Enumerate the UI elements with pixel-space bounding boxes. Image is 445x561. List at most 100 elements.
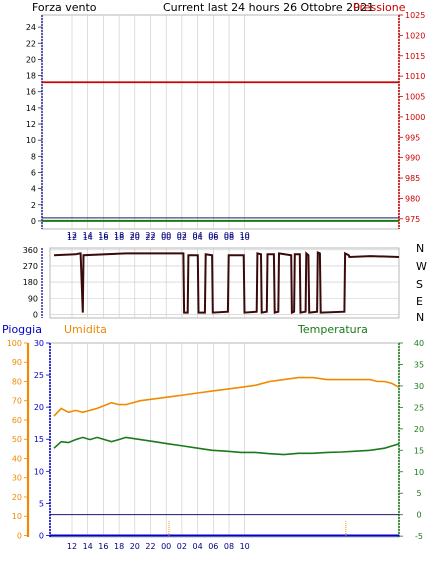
panel-1-left-tick: 8 (31, 152, 36, 161)
panel-3-x-tick: 00 (161, 542, 171, 551)
panel-2-x-tick: 10 (240, 233, 250, 242)
temperature-tick: 10 (414, 468, 424, 477)
humidity-tick: 0 (17, 531, 22, 540)
panel-1-x-tick: 14 (83, 231, 93, 240)
panel-1-left-tick: 14 (26, 104, 36, 113)
panel-2-left-tick: 360 (23, 246, 38, 255)
panel-1-frame (41, 14, 400, 230)
panel-1-x-tick: 00 (161, 231, 171, 240)
panel-2-left-tick: 0 (33, 310, 38, 319)
panel-3-x-tick: 06 (208, 542, 218, 551)
humidity-tick: 50 (12, 435, 22, 444)
panel-1-left-tick: 0 (31, 217, 36, 226)
panel-2-x-tick: 18 (114, 233, 124, 242)
panel-1-right-tick: 1010 (405, 72, 425, 81)
panel-2-x-tick: 00 (161, 233, 171, 242)
panel-3-x-tick: 08 (224, 542, 234, 551)
panel-1-x-tick: 08 (224, 231, 234, 240)
rain-tick: 10 (34, 467, 44, 476)
panel-3-x-tick: 14 (83, 542, 93, 551)
temperature-tick: 25 (414, 403, 424, 412)
humidity-tick: 100 (7, 339, 22, 348)
panel-2-x-tick: 12 (67, 233, 77, 242)
rain-tick: 30 (34, 339, 44, 348)
humidity-tick: 60 (12, 416, 22, 425)
panel-1-left-tick: 20 (26, 55, 36, 64)
panel-3-frame (49, 342, 400, 538)
panel-3-x-tick: 22 (145, 542, 155, 551)
panel-1-right-tick: 995 (405, 133, 420, 142)
panel-1-right-tick: 985 (405, 174, 420, 183)
temperature-line (53, 436, 400, 456)
panel-1-x-tick: 10 (240, 231, 250, 240)
temperature-tick: 20 (414, 425, 424, 434)
panel-1-left-tick: 16 (26, 88, 36, 97)
humidity-tick: 30 (12, 474, 22, 483)
temperature-tick: -5 (415, 532, 423, 541)
panel-1-right-tick: 1025 (405, 11, 425, 20)
panel-1-x-tick: 02 (177, 231, 187, 240)
temperature-tick: 0 (416, 511, 421, 520)
panel-1-left-tick: 18 (26, 72, 36, 81)
panel-1-left-tick: 22 (26, 39, 36, 48)
direction-label-w: W (416, 260, 427, 273)
panel-2-x-tick: 02 (177, 233, 187, 242)
panel-2-x-tick: 08 (224, 233, 234, 242)
panel-1-left-tick: 24 (26, 23, 36, 32)
panel-3-x-tick: 16 (98, 542, 108, 551)
panel-1-left-tick: 12 (26, 120, 36, 129)
panel-2-left-tick: 180 (23, 278, 38, 287)
legend-temperatura: Temperatura (297, 323, 368, 336)
temperature-tick: 15 (414, 446, 424, 455)
panel-3-x-tick: 10 (240, 542, 250, 551)
panel-1-right-tick: 980 (405, 194, 420, 203)
humidity-tick: 90 (12, 358, 22, 367)
panel-1-left-tick: 2 (31, 201, 36, 210)
rain-tick: 15 (34, 435, 44, 444)
temperature-tick: 40 (414, 339, 424, 348)
legend-pioggia: Pioggia (2, 323, 42, 336)
panel-1-right-tick: 1005 (405, 93, 425, 102)
rain-tick: 20 (34, 403, 44, 412)
panel-3-x-tick: 04 (193, 542, 203, 551)
humidity-tick: 10 (12, 512, 22, 521)
panel-1-x-tick: 18 (114, 231, 124, 240)
panel-1-x-tick: 06 (208, 231, 218, 240)
panel-3-x-tick: 20 (130, 542, 140, 551)
panel-1-left-tick: 10 (26, 136, 36, 145)
direction-label-n-top: N (416, 242, 424, 255)
panel-1-x-tick: 16 (98, 231, 108, 240)
panel-1-x-tick: 12 (67, 231, 77, 240)
panel-2-left-tick: 270 (23, 262, 38, 271)
humidity-tick: 40 (12, 454, 22, 463)
rain-tick: 5 (39, 499, 44, 508)
panel-3-x-tick: 02 (177, 542, 187, 551)
panel-3-x-tick: 12 (67, 542, 77, 551)
panel-2-x-tick: 20 (130, 233, 140, 242)
panel-2-x-tick: 04 (193, 233, 203, 242)
panel-1-left-tick: 4 (31, 185, 36, 194)
panel-1-right-tick: 990 (405, 154, 420, 163)
panel-2-frame (49, 247, 400, 319)
panel-1-x-tick: 04 (193, 231, 203, 240)
temperature-tick: 30 (414, 382, 424, 391)
humidity-tick: 70 (12, 397, 22, 406)
panel-1-right-tick: 1015 (405, 52, 425, 61)
panel-2-x-tick: 22 (145, 233, 155, 242)
panel-1-right-tick: 1020 (405, 31, 425, 40)
panel-2-left-tick: 90 (28, 294, 38, 303)
panel-1-right-tick: 1000 (405, 113, 425, 122)
temperature-tick: 35 (414, 360, 424, 369)
direction-label-n-bottom: N (416, 311, 424, 324)
temperature-tick: 5 (416, 489, 421, 498)
panel-1-x-tick: 20 (130, 231, 140, 240)
panel-2-x-tick: 14 (83, 233, 93, 242)
wind-strength-label: Forza vento (32, 1, 97, 14)
chart-title: Current last 24 hours 26 Ottobre 2021 (163, 1, 374, 14)
panel-1-x-tick: 22 (145, 231, 155, 240)
panel-2-x-tick: 16 (98, 233, 108, 242)
legend-umidita: Umidita (64, 323, 107, 336)
panel-1-right-tick: 975 (405, 215, 420, 224)
rain-tick: 25 (34, 371, 44, 380)
